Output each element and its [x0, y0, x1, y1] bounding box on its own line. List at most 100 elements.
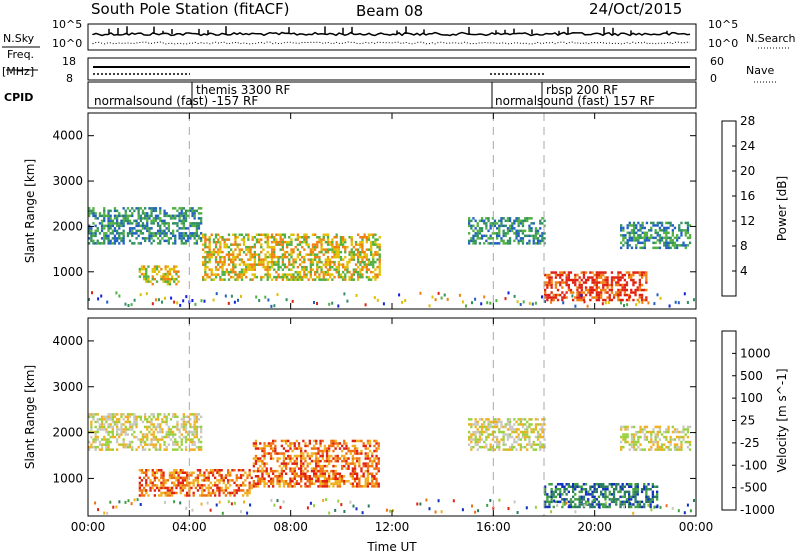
echo-cell	[353, 477, 357, 480]
echo-cell	[658, 430, 662, 434]
echo-cell	[290, 243, 293, 246]
echo-cell	[676, 435, 679, 439]
echo-cell	[159, 212, 162, 215]
echo-cell	[351, 444, 354, 448]
echo-cell	[626, 440, 629, 444]
echo-cell	[336, 457, 339, 460]
echo-cell	[94, 425, 97, 429]
echo-cell	[544, 485, 547, 488]
echo-cell	[630, 273, 633, 277]
echo-cell	[139, 224, 142, 228]
echo-cell	[489, 443, 492, 446]
echo-cell	[143, 265, 146, 268]
echo-cell	[335, 270, 338, 274]
echo-cell	[504, 234, 507, 238]
echo-cell	[211, 469, 215, 472]
echo-cell	[376, 243, 379, 246]
echo-cell	[625, 500, 629, 504]
echo-cell	[324, 250, 327, 254]
echo-cell	[304, 482, 307, 485]
echo-cell	[239, 484, 243, 487]
echo-cell	[597, 273, 601, 277]
ground-scatter-cell	[154, 298, 157, 302]
echo-cell	[521, 239, 525, 243]
echo-cell	[474, 242, 477, 245]
echo-cell	[563, 293, 566, 297]
echo-cell	[341, 449, 344, 453]
echo-cell	[281, 238, 284, 241]
echo-cell	[472, 234, 475, 238]
echo-cell	[508, 423, 512, 426]
echo-cell	[204, 243, 207, 246]
echo-cell	[143, 486, 146, 490]
echo-cell	[487, 425, 490, 429]
ground-scatter-cell	[343, 510, 346, 513]
echo-cell	[347, 464, 350, 468]
echo-cell	[322, 238, 325, 241]
echo-cell	[293, 467, 296, 470]
echo-cell	[688, 443, 692, 446]
echo-cell	[504, 448, 507, 451]
echo-cell	[172, 222, 175, 225]
echo-cell	[508, 229, 512, 233]
echo-cell	[621, 286, 624, 289]
echo-cell	[116, 217, 119, 220]
echo-cell	[118, 222, 121, 225]
echo-cell	[318, 265, 321, 269]
echo-cell	[278, 452, 281, 455]
echo-cell	[285, 480, 288, 483]
echo-cell	[300, 480, 303, 483]
echo-cell	[652, 246, 655, 250]
echo-cell	[277, 243, 280, 246]
echo-cell	[643, 438, 646, 441]
echo-cell	[288, 268, 291, 271]
echo-cell	[240, 238, 244, 241]
echo-cell	[550, 483, 553, 486]
colorbar-label: Velocity [m s^-1]	[775, 368, 789, 472]
echo-cell	[632, 435, 636, 439]
echo-cell	[300, 457, 303, 460]
echo-cell	[353, 439, 357, 443]
echo-cell	[274, 439, 277, 443]
echo-cell	[363, 236, 366, 239]
echo-cell	[218, 481, 221, 485]
echo-cell	[223, 245, 226, 249]
echo-cell	[111, 413, 114, 416]
echo-cell	[113, 222, 117, 225]
echo-cell	[572, 281, 575, 284]
echo-cell	[174, 207, 177, 210]
echo-cell	[176, 229, 179, 233]
echo-cell	[154, 234, 158, 238]
echo-cell	[673, 445, 677, 449]
echo-cell	[536, 430, 540, 434]
echo-cell	[317, 457, 320, 460]
echo-cell	[263, 462, 266, 465]
echo-cell	[195, 242, 198, 245]
echo-cell	[680, 443, 683, 446]
echo-cell	[532, 428, 535, 431]
freq-bottom-tick: 8	[66, 72, 73, 85]
echo-cell	[183, 486, 187, 490]
echo-cell	[165, 435, 168, 439]
echo-cell	[218, 494, 221, 497]
echo-cell	[182, 219, 185, 223]
echo-cell	[325, 449, 329, 453]
ground-scatter-cell	[592, 499, 595, 503]
echo-cell	[517, 433, 520, 436]
echo-cell	[109, 440, 112, 444]
echo-cell	[190, 481, 193, 485]
echo-cell	[237, 489, 240, 492]
echo-cell	[268, 275, 272, 279]
echo-cell	[280, 467, 283, 470]
echo-cell	[506, 229, 510, 233]
echo-cell	[375, 485, 378, 488]
echo-cell	[361, 268, 364, 271]
echo-cell	[650, 236, 653, 240]
ground-scatter-cell	[507, 507, 510, 510]
echo-cell	[546, 498, 549, 501]
echo-cell	[493, 425, 497, 429]
echo-cell	[561, 298, 564, 302]
echo-cell	[318, 240, 321, 244]
echo-cell	[610, 483, 614, 486]
echo-cell	[550, 488, 553, 491]
